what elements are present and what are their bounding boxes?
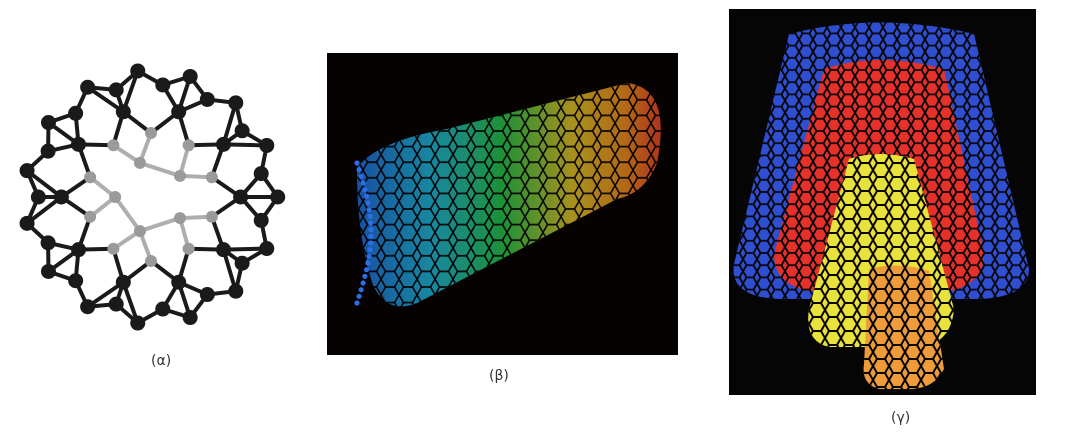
carbon-atom <box>107 242 120 255</box>
carbon-atom <box>215 136 231 152</box>
carbon-atom <box>173 169 186 182</box>
tube-end-atom <box>368 233 374 239</box>
carbon-atom <box>199 91 215 107</box>
carbon-atom <box>253 166 269 182</box>
tube-end-atom <box>360 180 366 186</box>
tube-end-atom <box>362 273 368 279</box>
carbon-atom <box>40 263 56 279</box>
tube-end-atom <box>356 167 362 173</box>
carbon-atom <box>80 299 96 315</box>
carbon-atom <box>40 115 56 131</box>
carbon-atom <box>40 235 56 251</box>
carbon-atom <box>182 310 198 326</box>
panel-beta <box>327 53 678 355</box>
carbon-atom <box>259 241 275 257</box>
carbon-atom <box>215 242 231 258</box>
tube-end-atom <box>366 253 372 259</box>
carbon-atom <box>108 82 124 98</box>
tube-end-atom <box>366 207 372 213</box>
carbon-atom <box>71 242 87 258</box>
carbon-atom <box>234 123 250 139</box>
carbon-atom <box>253 212 269 228</box>
carbon-atom <box>133 225 146 238</box>
tube-end-atom <box>365 200 371 206</box>
tube-end-atom <box>354 300 360 306</box>
tube-end-atom <box>356 293 362 299</box>
carbon-atom <box>199 287 215 303</box>
carbon-atom <box>233 189 249 205</box>
carbon-atom <box>155 301 171 317</box>
bond <box>139 216 181 233</box>
tube-end-atom <box>354 160 360 166</box>
carbon-atom <box>205 210 218 223</box>
carbon-atom <box>182 242 195 255</box>
carbon-atom <box>80 79 96 95</box>
caption-gamma: (γ) <box>891 410 911 426</box>
carbon-atom <box>228 95 244 111</box>
tube-end-atom <box>362 187 368 193</box>
carbon-atom <box>182 68 198 84</box>
tube-end-atom <box>368 220 374 226</box>
carbon-atom <box>109 191 122 203</box>
tube-end-atom <box>358 287 364 293</box>
carbon-atom <box>133 156 146 169</box>
carbon-atom <box>84 210 97 223</box>
caption-alpha: (α) <box>151 353 172 369</box>
carbon-atom <box>115 274 131 290</box>
carbon-atom <box>107 139 120 152</box>
carbon-atom <box>155 77 171 93</box>
carbon-atom <box>234 255 250 271</box>
carbon-atom <box>130 63 146 79</box>
panel-gamma <box>729 9 1036 395</box>
carbon-atom <box>130 315 146 331</box>
carbon-atom <box>270 189 286 205</box>
bond <box>113 195 142 233</box>
carbon-atom <box>30 189 46 205</box>
carbon-atom <box>71 136 87 152</box>
carbon-atom <box>259 137 275 153</box>
caption-beta: (β) <box>489 368 509 384</box>
bond <box>139 161 181 178</box>
carbon-atom <box>145 255 157 267</box>
carbon-atom <box>173 212 186 225</box>
tube-end-atom <box>367 247 373 253</box>
carbon-atom <box>115 104 131 120</box>
buckyball-fullerene-icon <box>19 63 286 331</box>
carbon-atom <box>228 283 244 299</box>
carbon-atom <box>68 105 84 121</box>
single-wall-nanotube-icon <box>354 83 661 307</box>
carbon-atom <box>40 143 56 159</box>
carbon-atom <box>53 189 69 205</box>
carbon-atom <box>182 139 195 152</box>
tube-end-atom <box>363 267 370 273</box>
tube-end-atom <box>367 213 373 219</box>
carbon-atom <box>19 163 35 179</box>
tube-end-atom <box>358 173 364 179</box>
carbon-atom <box>108 296 124 312</box>
carbon-atom <box>171 104 187 120</box>
tube-end-atom <box>363 193 370 199</box>
tube-end-atom <box>368 227 374 233</box>
carbon-atom <box>205 171 218 184</box>
tube-end-atom <box>360 280 366 286</box>
multi-wall-nanotube-icon <box>733 22 1029 389</box>
carbon-atom <box>145 127 157 139</box>
carbon-atom <box>19 215 35 231</box>
tube-end-atom <box>368 240 374 246</box>
tube-end-atom <box>365 260 371 266</box>
panel-alpha <box>6 52 296 342</box>
carbon-atom <box>68 273 84 289</box>
carbon-atom <box>84 171 97 184</box>
carbon-atom <box>171 274 187 290</box>
